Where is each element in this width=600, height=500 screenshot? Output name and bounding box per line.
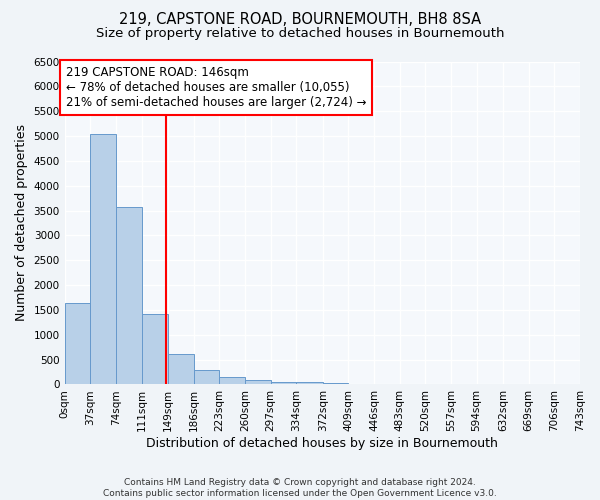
Bar xyxy=(168,354,194,384)
Bar xyxy=(220,377,245,384)
X-axis label: Distribution of detached houses by size in Bournemouth: Distribution of detached houses by size … xyxy=(146,437,498,450)
Text: 219 CAPSTONE ROAD: 146sqm
← 78% of detached houses are smaller (10,055)
21% of s: 219 CAPSTONE ROAD: 146sqm ← 78% of detac… xyxy=(66,66,367,110)
Bar xyxy=(271,382,296,384)
Y-axis label: Number of detached properties: Number of detached properties xyxy=(15,124,28,322)
Text: Contains HM Land Registry data © Crown copyright and database right 2024.
Contai: Contains HM Land Registry data © Crown c… xyxy=(103,478,497,498)
Bar xyxy=(65,303,91,384)
Bar xyxy=(194,370,220,384)
Bar xyxy=(116,206,142,384)
Text: Size of property relative to detached houses in Bournemouth: Size of property relative to detached ho… xyxy=(96,28,504,40)
Text: 219, CAPSTONE ROAD, BOURNEMOUTH, BH8 8SA: 219, CAPSTONE ROAD, BOURNEMOUTH, BH8 8SA xyxy=(119,12,481,28)
Bar xyxy=(142,314,168,384)
Bar xyxy=(245,380,271,384)
Bar xyxy=(323,383,349,384)
Bar xyxy=(91,134,116,384)
Bar xyxy=(296,382,323,384)
